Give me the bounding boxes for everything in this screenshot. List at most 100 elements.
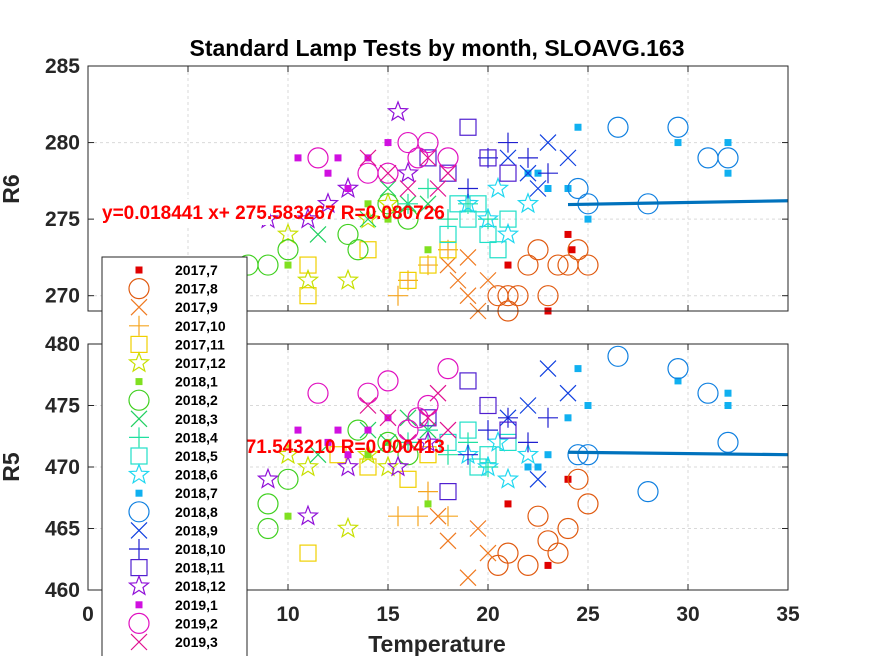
panel-r6-point-2017-11-5 [359,241,377,259]
panel-r6-point-2017-8-7 [547,254,569,276]
panel-r6-point-2017-10-2 [438,239,458,260]
legend-item-2018-9: 2018,9 [130,521,218,539]
panel-r6-point-2017-7-3 [568,246,576,254]
panel-r6-point-2019-1-4 [384,139,392,147]
panel-r5-point-2018-10-2 [518,432,538,453]
panel-r5-point-2018-7-6 [724,402,732,409]
panel-r6-point-2018-12-1 [296,207,320,229]
panel-r6-fit-line [567,199,789,207]
panel-r5-point-2017-8-6 [527,505,549,527]
panel-r5-point-2017-12-1 [296,455,320,477]
panel-r6-point-2017-9-5 [479,271,497,289]
panel-r5-marks [256,345,739,587]
panel-r5-point-2018-3-2 [379,433,397,451]
panel-r5-point-2017-12-3 [356,443,380,465]
panel-r5-ytick-label: 460 [45,579,80,602]
legend-item-2018-4: 2018,4 [129,427,218,448]
legend-label: 2017,8 [175,281,218,297]
x-tick-label: 10 [276,603,299,626]
legend-item-2018-12: 2018,12 [127,574,226,596]
panel-r5-point-2018-8-2 [637,481,659,503]
panel-r6-point-2018-5-3 [499,210,517,228]
panel-r5-point-2018-1-3 [364,451,372,459]
panel-r5-point-2017-12-0 [276,443,300,465]
panel-r5-point-2019-2-2 [377,370,399,392]
panel-r6-point-2018-7-3 [584,215,592,223]
panel-r6-point-2018-11-1 [459,118,477,136]
panel-r5-point-2018-11-0 [439,483,457,501]
panel-r6-point-2019-3-2 [399,180,417,197]
panel-r6-point-2018-9-3 [559,149,577,167]
panel-r5-point-2018-8-0 [577,444,599,466]
panel-r5-point-2017-8-4 [577,493,599,515]
panel-r6-point-2019-1-0 [294,154,302,162]
panel-r6-point-2019-2-5 [437,147,459,169]
panel-r6-point-2017-9-1 [459,287,477,305]
panel-r6-point-2017-8-3 [537,285,559,307]
legend-label: 2018,7 [175,485,218,501]
panel-r5-point-2019-3-1 [379,409,397,427]
panel-r6-point-2018-9-1 [519,164,537,182]
legend-marker-2018-2 [128,389,150,411]
panel-r5-point-2018-11-1 [459,372,477,390]
panel-r6-point-2018-1-3 [364,200,372,208]
panel-r5-point-2018-3-0 [309,446,327,464]
panel-r6-point-2018-7-4 [674,139,682,147]
legend-marker-2018-8 [128,501,150,523]
panel-r6-point-2017-9-0 [449,271,467,289]
panel-r6-point-2017-12-0 [276,222,300,244]
panel-r5-point-2017-8-5 [567,468,589,490]
x-tick-label: 30 [676,603,699,626]
panel-r6-point-2017-11-0 [299,287,317,305]
legend-label: 2018,10 [175,541,226,557]
panel-r6-point-2018-2-2 [277,239,299,261]
panel-r5-point-2019-2-1 [357,382,379,404]
panel-r5-point-2018-8-1 [607,345,629,367]
panel-r6-point-2017-11-1 [299,256,317,274]
panel-r5-point-2018-12-3 [386,455,410,477]
panel-r5-point-2018-7-4 [584,402,592,409]
legend-item-2019-2: 2019,2 [128,612,218,635]
panel-r5-ticks: 460 465 470 475 480 [45,333,789,602]
panel-r6-point-2018-9-2 [539,134,557,151]
panel-r6-point-2018-8-6 [567,177,589,200]
panel-r6-point-2018-9-0 [499,149,517,167]
legend-marker-2018-12 [127,574,151,596]
panel-r6-point-2018-10-3 [538,163,558,184]
panel-r6-marks [237,100,739,322]
legend-box [101,256,248,656]
panel-r6-point-2018-7-6 [724,139,732,147]
legend-item-2018-7: 2018,7 [135,485,218,501]
legend-label: 2017,7 [175,262,218,278]
panel-r6-point-2018-7-5 [724,169,732,177]
panel-r5-point-2019-1-5 [334,426,342,434]
panel-r6-point-2018-3-0 [309,226,327,243]
panel-r5-point-2018-1-0 [284,512,292,520]
panel-r6-point-2018-7-1 [544,185,552,192]
panel-r6-point-2018-4-4 [478,209,498,230]
legend-marker-2017-12 [127,351,151,373]
legend-item-2017-9: 2017,9 [130,298,218,316]
panel-r5-point-2018-4-2 [438,444,458,465]
panel-r6-point-2018-6-2 [496,222,520,244]
legend: 2017,7 2017,8 2017,9 2017,10 2017,11 2017,12 2… [101,256,248,656]
panel-r5-point-2017-9-0 [459,569,477,587]
legend-item-2017-10: 2017,10 [129,315,226,336]
panel-r6-point-2017-12-1 [336,268,360,290]
panel-r5-point-2018-12-0 [256,467,280,489]
panel-r5-point-2019-1-1 [324,438,332,446]
panel-r5-point-2018-9-2 [539,360,557,378]
panel-r5-point-2018-1-1 [424,500,432,508]
legend-label: 2018,8 [175,504,218,520]
panel-r6-point-2019-3-5 [429,180,447,197]
panel-r5-point-2018-7-5 [674,377,682,385]
panel-r5-point-2018-8-6 [567,444,589,466]
panel-r5-ytick-label: 470 [45,456,80,479]
panel-r6-point-2018-3-2 [379,180,397,197]
panel-r6-point-2017-10-0 [388,285,408,306]
panel-r6-point-2018-5-5 [489,241,507,259]
legend-label: 2017,10 [175,318,226,334]
panel-r6-point-2017-9-2 [439,256,457,274]
panel-r6-point-2018-3-4 [419,195,437,213]
legend-marker-2017-7 [135,266,143,274]
